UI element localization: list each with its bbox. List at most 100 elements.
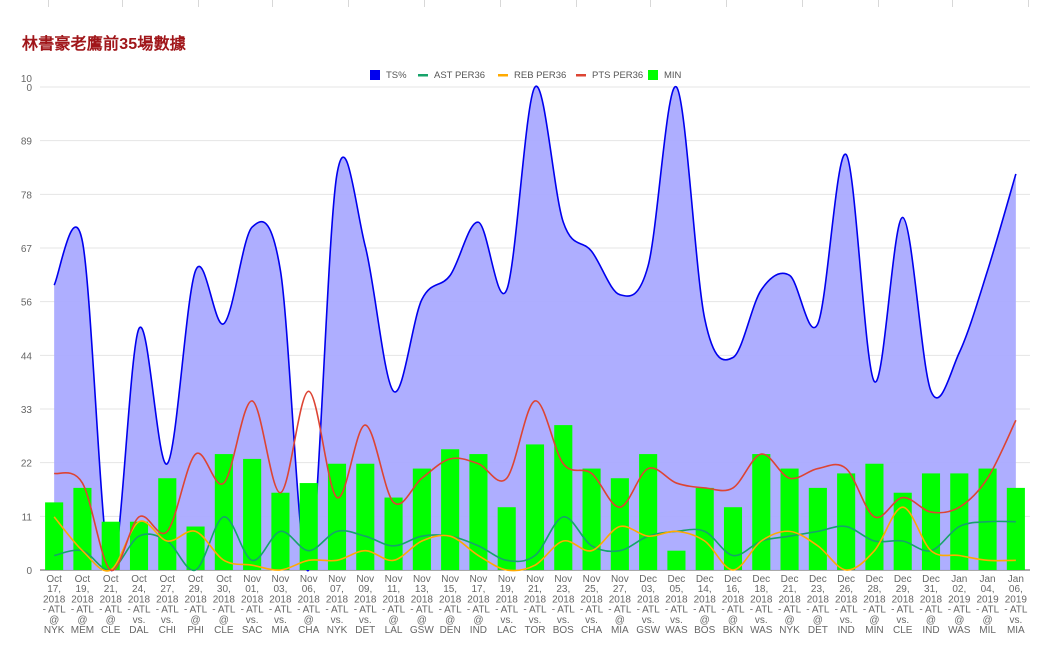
min-bar	[525, 444, 545, 570]
legend-item: TS%	[370, 70, 407, 81]
x-tick-label: Jan 06, 2019- ATL vs. MIA	[1004, 574, 1028, 636]
top-border-tick	[650, 0, 651, 7]
legend-item: REB PER36	[498, 70, 566, 81]
legend-item: AST PER36	[418, 70, 485, 81]
x-tick-label: Nov 01, 2018- ATL vs. SAC	[241, 574, 265, 636]
top-border-tick	[424, 0, 425, 7]
min-bar	[582, 468, 601, 570]
x-tick-label: Nov 15, 2018- ATL @ DEN	[439, 574, 463, 636]
legend-label: PTS PER36	[592, 70, 643, 81]
legend-swatch	[418, 74, 428, 77]
legend-item: MIN	[648, 70, 682, 81]
min-bar	[243, 458, 262, 570]
top-border-tick	[272, 0, 273, 7]
pts-per36-line	[53, 390, 1017, 571]
top-border-tick	[122, 0, 123, 7]
x-tick-label: Nov 03, 2018- ATL vs. MIA	[269, 574, 293, 636]
line-layer	[53, 390, 1017, 572]
x-tick-label: Oct 21, 2018- ATL @ CLE	[99, 574, 123, 636]
min-bar	[412, 468, 431, 570]
x-tick-label: Nov 06, 2018- ATL @ CHA	[297, 574, 321, 636]
top-border-tick	[1028, 0, 1029, 7]
x-tick-label: Nov 19, 2018- ATL vs. LAC	[495, 574, 519, 636]
legend-label: MIN	[664, 70, 682, 81]
top-border-tick	[500, 0, 501, 7]
min-bar	[186, 526, 205, 570]
top-border-tick	[48, 0, 49, 7]
min-bar	[469, 454, 488, 570]
ts-area-layer	[53, 85, 1017, 572]
top-border	[0, 0, 1046, 7]
min-bar	[667, 550, 686, 570]
x-tick-label: Nov 11, 2018- ATL @ LAL	[382, 574, 406, 636]
min-bar	[837, 473, 856, 570]
min-bar	[610, 478, 629, 570]
min-bar	[158, 478, 177, 570]
top-border-tick	[576, 0, 577, 7]
min-bar	[780, 468, 799, 570]
x-tick-label: Dec 29, 2018- ATL vs. CLE	[891, 574, 915, 636]
x-tick-label: Dec 31, 2018- ATL @ IND	[919, 574, 943, 636]
x-tick-label: Nov 21, 2018- ATL vs. TOR	[523, 574, 547, 636]
y-tick-label: 33	[21, 405, 33, 416]
x-tick-label: Dec 26, 2018- ATL vs. IND	[835, 574, 859, 636]
min-bar	[695, 487, 714, 570]
x-tick-label: Nov 25, 2018- ATL vs. CHA	[580, 574, 604, 636]
x-tick-label: Jan 04, 2019- ATL @ MIL	[976, 574, 1000, 636]
min-bar	[356, 463, 375, 570]
min-bar	[808, 487, 827, 570]
min-bar	[1006, 487, 1025, 570]
y-tick-label: 0	[26, 83, 32, 94]
legend-swatch	[648, 70, 658, 80]
x-tick-label: Jan 02, 2019- ATL @ WAS	[948, 574, 972, 636]
x-tick-label: Dec 16, 2018- ATL @ BKN	[721, 574, 745, 636]
legend-label: REB PER36	[514, 70, 566, 81]
y-tick-label: 11	[22, 512, 33, 523]
ts-line	[53, 85, 1017, 572]
x-tick-label: Oct 30, 2018- ATL @ CLE	[212, 574, 236, 636]
legend-swatch	[370, 70, 380, 80]
top-border-tick	[726, 0, 727, 7]
y-tick-label: 56	[21, 298, 33, 309]
min-bar	[45, 502, 64, 570]
y-tick-label: 89	[21, 137, 33, 148]
min-bar	[384, 497, 403, 570]
min-bar	[299, 483, 318, 570]
legend: TS% AST PER36 REB PER36 PTS PER36 MIN	[370, 70, 682, 81]
x-tick-label: Dec 03, 2018- ATL vs. GSW	[636, 574, 660, 636]
min-bar	[950, 473, 969, 570]
min-bar	[752, 454, 771, 570]
x-tick-label: Nov 27, 2018- ATL @ MIA	[608, 574, 632, 636]
min-bar	[441, 449, 460, 570]
x-tick-label: Oct 27, 2018- ATL vs. CHI	[156, 574, 180, 636]
legend-swatch	[498, 74, 508, 77]
top-border-tick	[348, 0, 349, 7]
legend-label: AST PER36	[434, 70, 485, 81]
legend-label: TS%	[386, 70, 407, 81]
x-tick-label: Nov 17, 2018- ATL @ IND	[467, 574, 491, 636]
legend-item: PTS PER36	[576, 70, 643, 81]
y-tick-label: 67	[21, 244, 33, 255]
x-tick-label: Dec 18, 2018- ATL vs. WAS	[750, 574, 774, 636]
y-tick-label: 10	[21, 74, 33, 85]
x-tick-label: Dec 23, 2018- ATL @ DET	[806, 574, 830, 636]
y-tick-label: 0	[26, 566, 32, 577]
x-tick-label: Oct 19, 2018- ATL @ MEM	[71, 574, 95, 636]
min-bar	[893, 492, 912, 570]
x-tick-label: Nov 13, 2018- ATL @ GSW	[410, 574, 434, 636]
x-tick-label: Dec 14, 2018- ATL @ BOS	[693, 574, 717, 636]
min-bar	[214, 454, 233, 570]
min-bar	[723, 507, 743, 570]
min-bar	[978, 468, 997, 570]
reb-per36-line	[53, 506, 1016, 572]
x-tick-label: Oct 17, 2018- ATL @ NYK	[43, 574, 67, 636]
ast-per36-line	[53, 516, 1016, 571]
x-tick-label: Nov 09, 2018- ATL vs. DET	[354, 574, 378, 636]
x-tick-label: Oct 24, 2018- ATL vs. DAL	[127, 574, 151, 636]
x-tick-label: Nov 07, 2018- ATL vs. NYK	[325, 574, 349, 636]
top-border-tick	[802, 0, 803, 7]
x-tick-label: Nov 23, 2018- ATL vs. BOS	[552, 574, 576, 636]
min-bar	[497, 507, 516, 570]
